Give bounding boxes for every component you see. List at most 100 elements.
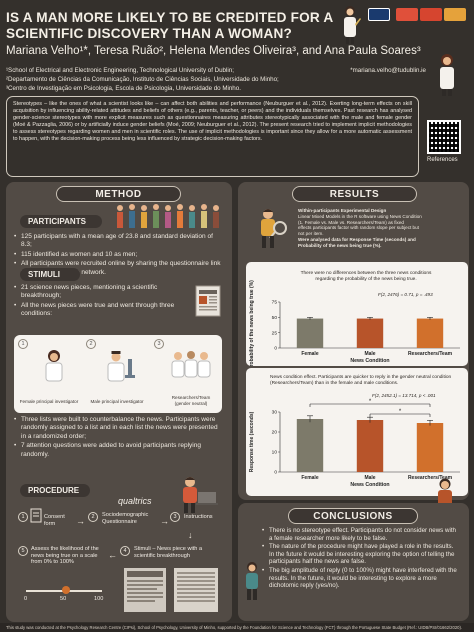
university-logo-2 bbox=[396, 8, 418, 21]
research-team-icon bbox=[171, 351, 211, 378]
slider-handle[interactable] bbox=[62, 586, 70, 594]
significance-star: * bbox=[369, 399, 372, 405]
design-line: (1. Female vs. Male vs. Researchers/Team… bbox=[298, 219, 404, 225]
x-tick-label: Female bbox=[301, 475, 318, 481]
scientist-illustration-2 bbox=[434, 52, 460, 96]
procedure-step-3: 3 Instructions bbox=[170, 512, 226, 534]
x-tick-label: Male bbox=[364, 475, 375, 481]
step-number: 2 bbox=[88, 512, 98, 522]
procedure-step-1: 1 Consent form bbox=[18, 508, 78, 534]
slider-tick: 0 bbox=[24, 596, 28, 602]
x-tick-label: Female bbox=[301, 351, 318, 357]
university-logo-3 bbox=[420, 8, 442, 21]
participants-header: PARTICIPANTS bbox=[20, 215, 102, 228]
document-icon bbox=[30, 508, 42, 523]
y-tick-label: 30 bbox=[272, 410, 278, 416]
step-number: 3 bbox=[170, 512, 180, 522]
conclusions-list: There is no stereotype effect. Participa… bbox=[262, 527, 460, 591]
condition-label: Researchers/Team (gender neutral) bbox=[171, 395, 211, 406]
chart2-stat: F(2, 2452.1) = 13.714, p < .001 bbox=[372, 393, 436, 398]
step-label: Stimuli – News piece with a scientific b… bbox=[134, 546, 203, 559]
x-tick-label: Researchers/Team bbox=[408, 475, 453, 481]
introduction-box: Stereotypes – like the ones of what a sc… bbox=[6, 96, 419, 177]
condition-label: Female principal investigator bbox=[19, 399, 79, 404]
scientist-illustration bbox=[338, 4, 362, 44]
people-illustration bbox=[112, 202, 222, 230]
arrow-left-icon: ← bbox=[108, 550, 117, 560]
news-preview-images bbox=[122, 566, 222, 614]
x-tick-label: Male bbox=[364, 351, 375, 357]
references-label: References bbox=[427, 157, 458, 163]
affiliation-2: ²Departamento de Ciências da Comunicação… bbox=[6, 76, 279, 84]
bar bbox=[416, 423, 444, 472]
poster-title: IS A MAN MORE LIKELY TO BE CREDITED FOR … bbox=[6, 10, 333, 41]
design-line: effects participants factor with random … bbox=[298, 225, 419, 231]
condition-male: 2 Male principal investigator bbox=[86, 339, 148, 409]
step-label: Consent form bbox=[44, 514, 65, 527]
condition-label: Male principal investigator bbox=[90, 399, 144, 404]
chart1-note: There were no differences between the th… bbox=[296, 269, 436, 285]
qualtrics-logo: qualtrics bbox=[118, 496, 152, 506]
step-number: 1 bbox=[18, 512, 28, 522]
y-axis-label: Response time (seconds) bbox=[249, 411, 255, 472]
arrow-icon: → bbox=[160, 516, 169, 526]
bar bbox=[416, 318, 444, 348]
bar bbox=[296, 318, 324, 348]
y-tick-label: 20 bbox=[272, 430, 278, 436]
design-line: Probability of the news being true (%). bbox=[298, 242, 382, 248]
y-tick-label: 0 bbox=[274, 346, 277, 352]
step-label: Sociodemographic Questionnaire bbox=[102, 512, 149, 525]
bar bbox=[296, 419, 324, 472]
condition-number: 3 bbox=[154, 339, 164, 349]
university-logo-4 bbox=[444, 8, 466, 21]
step-label: Assess the likelihood of the news being … bbox=[31, 546, 99, 566]
y-tick-label: 75 bbox=[272, 300, 278, 306]
y-axis-label: Probability of the news being true (%) bbox=[249, 280, 255, 366]
design-line: not per item. bbox=[298, 231, 324, 237]
condition-female: 1 Female principal investigator bbox=[18, 339, 80, 409]
participants-item: 115 identified as women and 10 as men; bbox=[14, 251, 222, 260]
slider-tick: 100 bbox=[94, 596, 104, 602]
affiliation-1: ¹School of Electrical and Electronic Eng… bbox=[6, 67, 234, 74]
procedure-step-2: 2 Sociodemographic Questionnaire bbox=[88, 512, 162, 534]
stimuli-list: 21 science news pieces, mentioning a sci… bbox=[14, 284, 190, 320]
chart2-note: News condition effect. Participants are … bbox=[266, 373, 456, 389]
y-tick-label: 10 bbox=[272, 450, 278, 456]
arrow-icon: → bbox=[76, 516, 85, 526]
magnifier-illustration bbox=[246, 206, 290, 250]
condition-number: 2 bbox=[86, 339, 96, 349]
stimuli-list-2: Three lists were built to counterbalance… bbox=[14, 416, 222, 460]
footer-acknowledgement: This study was conducted at the Psycholo… bbox=[0, 623, 474, 632]
results-header: RESULTS bbox=[292, 186, 417, 202]
qr-code[interactable] bbox=[427, 120, 461, 154]
condition-team: 3 Researchers/Team (gender neutral) bbox=[154, 339, 220, 411]
bar bbox=[356, 420, 384, 472]
step-number: 4 bbox=[120, 546, 130, 556]
chart-response-time: 0 10 20 30 Female Male Researchers/Team News Co… bbox=[246, 368, 468, 496]
step-number: 5 bbox=[18, 546, 28, 556]
x-axis-label: News Condition bbox=[350, 358, 389, 364]
newspaper-illustration bbox=[194, 284, 222, 318]
method-header: METHOD bbox=[56, 186, 181, 202]
procedure-step-5: 5 Assess the likelihood of the news bein… bbox=[18, 546, 106, 574]
step-label: Instructions bbox=[184, 514, 213, 520]
design-line: Linear Mixed Models in the R software us… bbox=[298, 213, 422, 219]
design-line: Were analysed data for Response Time (se… bbox=[298, 236, 416, 242]
stimuli-header: STIMULI bbox=[20, 268, 80, 281]
stimuli-item: Three lists were built to counterbalance… bbox=[14, 416, 222, 441]
stimuli-item: 21 science news pieces, mentioning a sci… bbox=[14, 284, 190, 301]
arrow-down-icon: ↓ bbox=[188, 530, 193, 540]
authors: Mariana Velho¹*, Teresa Ruão², Helena Me… bbox=[6, 45, 421, 57]
likelihood-slider[interactable]: 0 50 100 bbox=[22, 584, 106, 610]
chart1-stat: F(2, 2476) = 0.71, p = .493 bbox=[378, 292, 433, 297]
participants-item: 125 participants with a mean age of 23.8… bbox=[14, 233, 222, 250]
x-axis-label: News Condition bbox=[350, 482, 389, 488]
condition-number: 1 bbox=[18, 339, 28, 349]
contact-email[interactable]: *mariana.velho@tudublin.ie bbox=[350, 67, 426, 74]
x-tick-label: Researchers/Team bbox=[408, 351, 453, 357]
procedure-header: PROCEDURE bbox=[20, 484, 90, 497]
stimuli-item: 7 attention questions were added to avoi… bbox=[14, 442, 222, 459]
chart-probability: 0 25 50 75 Female Male Researchers/Team News Co… bbox=[246, 262, 468, 366]
thinking-person-illustration bbox=[240, 560, 264, 600]
female-scientist-icon bbox=[45, 350, 63, 382]
